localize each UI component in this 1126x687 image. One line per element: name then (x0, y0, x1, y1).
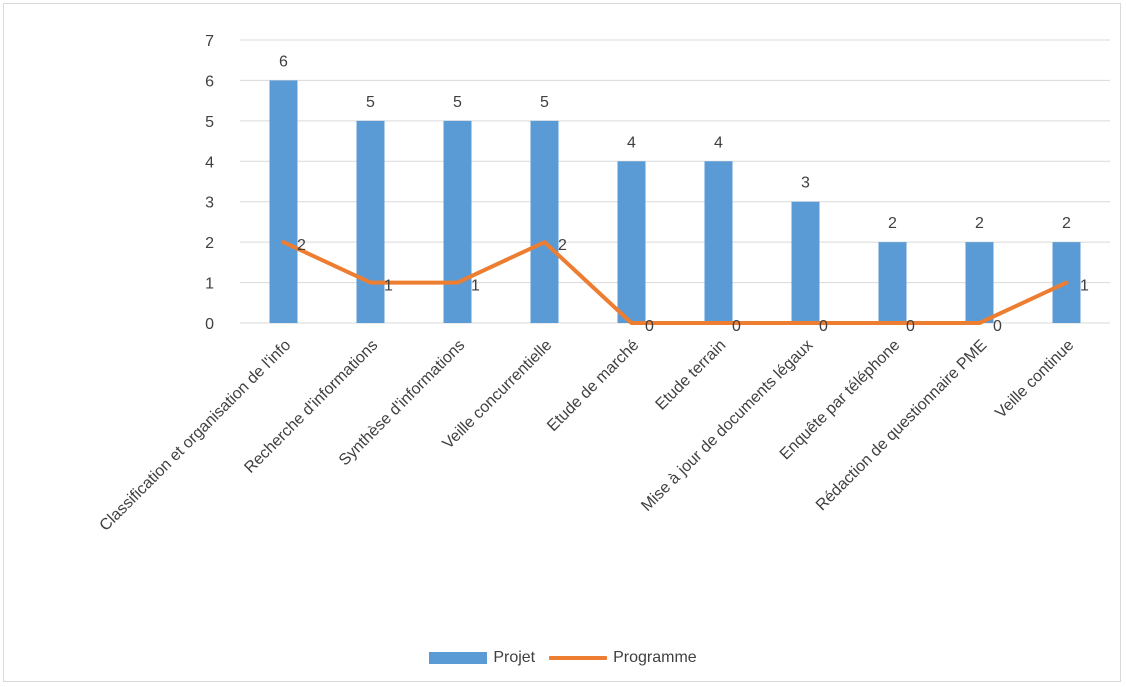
bar-label-projet-3: 5 (540, 94, 549, 111)
bar-projet-1 (356, 120, 385, 323)
line-programme (281, 240, 1069, 325)
line-label-programme-7: 0 (906, 318, 915, 335)
legend-item-projet: Projet (429, 649, 535, 667)
y-tick-label-5: 5 (205, 114, 214, 131)
legend-label-projet: Projet (493, 649, 536, 666)
bar-projet-8 (965, 242, 994, 323)
bar-projet-6 (791, 201, 820, 323)
line-point-programme-7 (892, 322, 893, 324)
line-point-programme-2 (457, 282, 458, 284)
bar-label-projet-0: 6 (279, 53, 288, 70)
line-label-programme-6: 0 (819, 318, 828, 335)
line-programme-path (281, 240, 1069, 325)
y-tick-label-6: 6 (205, 73, 214, 90)
bar-label-projet-7: 2 (888, 215, 897, 232)
line-point-programme-5 (718, 322, 719, 324)
line-point-programme-3 (544, 241, 545, 243)
line-point-programme-8 (979, 322, 980, 324)
legend-label-programme: Programme (613, 649, 697, 666)
x-category-label-6: Mise à jour de documents légaux (638, 337, 816, 515)
bar-projet-0 (269, 80, 298, 323)
chart-frame (3, 3, 1121, 682)
x-category-label-0: Classification et organisation de l'info (97, 337, 295, 535)
line-point-programme-1 (370, 282, 371, 284)
y-tick-label-4: 4 (205, 154, 214, 171)
line-label-programme-2: 1 (471, 278, 480, 295)
x-category-label-8: Rédaction de questionnaire PME (813, 337, 990, 514)
line-point-programme-4 (631, 322, 632, 324)
bar-data-labels: 6 5 5 5 4 4 3 2 2 2 (279, 53, 1071, 232)
line-point-programme-0 (283, 241, 284, 243)
bar-projet-4 (617, 161, 646, 323)
bar-label-projet-1: 5 (366, 94, 375, 111)
y-tick-label-3: 3 (205, 195, 214, 212)
bar-label-projet-2: 5 (453, 94, 462, 111)
bar-projet-7 (878, 242, 907, 323)
line-label-programme-3: 2 (558, 237, 567, 254)
legend-swatch-programme (549, 656, 608, 660)
bar-projet-2 (443, 120, 472, 323)
line-data-labels: 2 1 1 2 0 0 0 0 0 1 (297, 237, 1089, 335)
bar-label-projet-6: 3 (801, 175, 810, 192)
y-tick-label-2: 2 (205, 235, 214, 252)
bar-projet-5 (704, 161, 733, 323)
line-point-programme-6 (805, 322, 806, 324)
line-label-programme-9: 1 (1080, 278, 1089, 295)
bar-label-projet-9: 2 (1062, 215, 1071, 232)
x-category-label-9: Veille continue (992, 337, 1077, 422)
line-label-programme-4: 0 (645, 318, 654, 335)
legend: Projet Programme (0, 646, 1126, 670)
legend-swatch-projet (429, 652, 488, 664)
bar-label-projet-4: 4 (627, 134, 636, 151)
line-label-programme-0: 2 (297, 237, 306, 254)
bar-label-projet-8: 2 (975, 215, 984, 232)
line-label-programme-1: 1 (384, 278, 393, 295)
bars-projet (269, 80, 1081, 323)
line-point-programme-9 (1066, 282, 1067, 284)
legend-item-programme: Programme (549, 649, 697, 667)
y-tick-label-0: 0 (205, 316, 214, 333)
line-label-programme-5: 0 (732, 318, 741, 335)
y-axis-ticks: 0 1 2 3 4 5 6 7 (205, 33, 214, 333)
bar-projet-3 (530, 120, 559, 323)
y-tick-label-1: 1 (205, 276, 214, 293)
x-axis-category-labels: Classification et organisation de l'info… (97, 337, 1078, 535)
y-tick-label-7: 7 (205, 33, 214, 50)
line-label-programme-8: 0 (993, 318, 1002, 335)
x-category-label-5: Etude terrain (653, 337, 730, 414)
x-category-label-4: Etude de marché (544, 337, 642, 435)
bar-label-projet-5: 4 (714, 134, 723, 151)
